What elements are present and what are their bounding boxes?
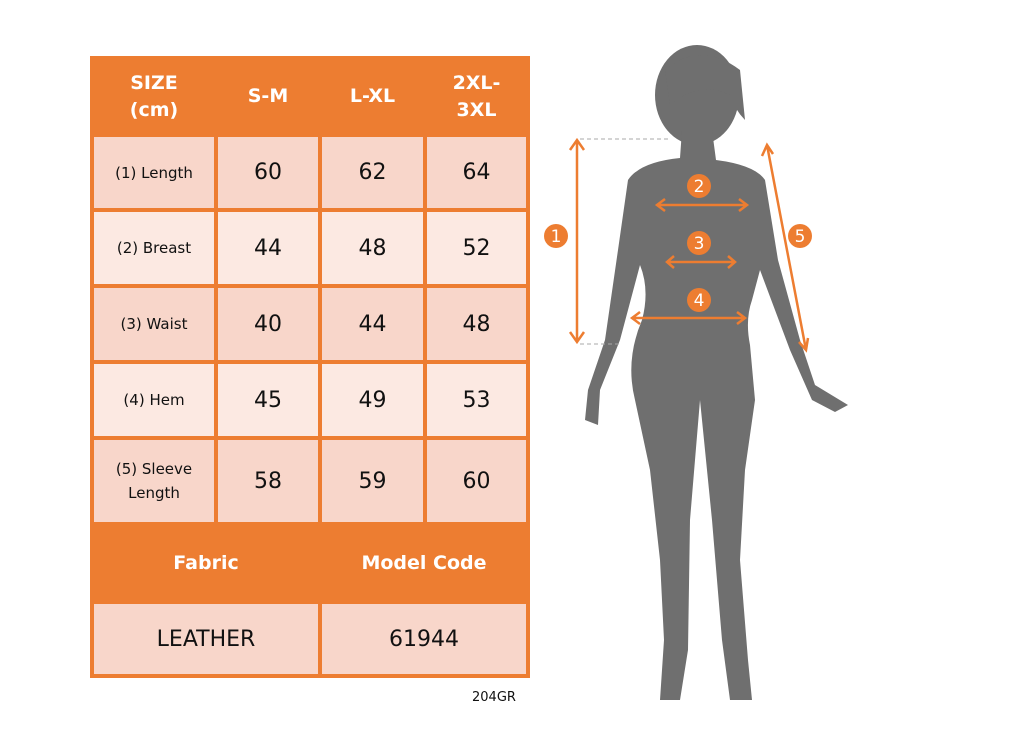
marker-label: 5 bbox=[795, 227, 806, 247]
marker-label: 1 bbox=[551, 227, 562, 247]
size-value: 60 bbox=[218, 137, 318, 208]
header-cell: SIZE (cm) bbox=[129, 71, 179, 121]
marker-1: 1 bbox=[544, 224, 568, 248]
fabric-header: Fabric bbox=[173, 551, 239, 574]
row-label: (4) Hem bbox=[94, 364, 214, 436]
header-cell: L-XL bbox=[349, 85, 396, 107]
marker-2: 2 bbox=[687, 174, 711, 198]
size-value: 49 bbox=[322, 364, 423, 436]
size-value: 48 bbox=[322, 212, 423, 284]
size-value: 44 bbox=[218, 212, 318, 284]
row-label: (3) Waist bbox=[94, 288, 214, 360]
marker-label: 2 bbox=[694, 177, 705, 197]
measure-lines bbox=[568, 137, 810, 353]
header-cell: S-M bbox=[247, 85, 289, 107]
silhouette bbox=[585, 45, 848, 700]
guide-lines bbox=[580, 138, 668, 345]
size-value: 40 bbox=[218, 288, 318, 360]
marker-label: 4 bbox=[694, 291, 705, 311]
model-code-value: 61944 bbox=[322, 604, 526, 674]
size-value: 59 bbox=[322, 440, 423, 522]
size-value: 45 bbox=[218, 364, 318, 436]
header-cell: 2XL- 3XL bbox=[452, 71, 501, 121]
row-label: (5) Sleeve Length bbox=[94, 440, 214, 522]
marker-3: 3 bbox=[687, 231, 711, 255]
marker-5: 5 bbox=[788, 224, 812, 248]
row-label: (1) Length bbox=[94, 137, 214, 208]
size-chart-table: SIZE (cm) S-M L-XL 2XL- 3XL (1) Length 60 62 64… bbox=[90, 56, 530, 678]
size-value: 53 bbox=[427, 364, 526, 436]
size-value: 64 bbox=[427, 137, 526, 208]
row-label: (2) Breast bbox=[94, 212, 214, 284]
marker-4: 4 bbox=[687, 288, 711, 312]
size-value: 44 bbox=[322, 288, 423, 360]
size-value: 62 bbox=[322, 137, 423, 208]
size-value: 52 bbox=[427, 212, 526, 284]
product-code: 204GR bbox=[472, 690, 516, 705]
marker-label: 3 bbox=[694, 234, 705, 254]
size-value: 58 bbox=[218, 440, 318, 522]
fabric-value: LEATHER bbox=[94, 604, 318, 674]
model-code-header: Model Code bbox=[361, 551, 487, 574]
size-value: 48 bbox=[427, 288, 526, 360]
size-value: 60 bbox=[427, 440, 526, 522]
